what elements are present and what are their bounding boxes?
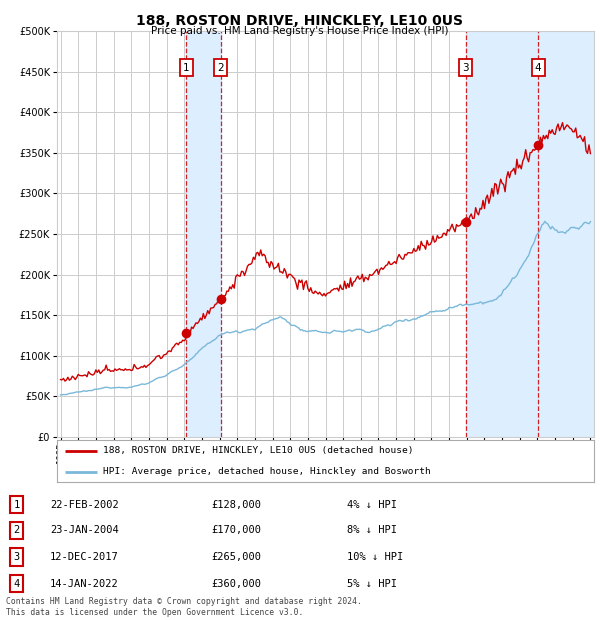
Text: 188, ROSTON DRIVE, HINCKLEY, LE10 0US: 188, ROSTON DRIVE, HINCKLEY, LE10 0US — [137, 14, 464, 28]
Text: This data is licensed under the Open Government Licence v3.0.: This data is licensed under the Open Gov… — [6, 608, 304, 617]
Text: 1: 1 — [13, 500, 20, 510]
Bar — [466, 31, 600, 437]
Text: 2: 2 — [13, 525, 20, 535]
Text: 4: 4 — [535, 63, 541, 73]
Text: Price paid vs. HM Land Registry's House Price Index (HPI): Price paid vs. HM Land Registry's House … — [151, 26, 449, 36]
Text: 10% ↓ HPI: 10% ↓ HPI — [347, 552, 403, 562]
Text: 1: 1 — [183, 63, 190, 73]
Text: £265,000: £265,000 — [212, 552, 262, 562]
Text: 8% ↓ HPI: 8% ↓ HPI — [347, 525, 397, 535]
Text: 23-JAN-2004: 23-JAN-2004 — [50, 525, 119, 535]
Text: 14-JAN-2022: 14-JAN-2022 — [50, 579, 119, 589]
Text: 22-FEB-2002: 22-FEB-2002 — [50, 500, 119, 510]
Text: 3: 3 — [13, 552, 20, 562]
Bar — [187, 31, 221, 437]
Text: 4: 4 — [13, 579, 20, 589]
Text: 3: 3 — [463, 63, 469, 73]
Text: 4% ↓ HPI: 4% ↓ HPI — [347, 500, 397, 510]
Text: £360,000: £360,000 — [212, 579, 262, 589]
Text: HPI: Average price, detached house, Hinckley and Bosworth: HPI: Average price, detached house, Hinc… — [103, 467, 430, 476]
Text: Contains HM Land Registry data © Crown copyright and database right 2024.: Contains HM Land Registry data © Crown c… — [6, 597, 362, 606]
Text: £128,000: £128,000 — [212, 500, 262, 510]
Text: 188, ROSTON DRIVE, HINCKLEY, LE10 0US (detached house): 188, ROSTON DRIVE, HINCKLEY, LE10 0US (d… — [103, 446, 413, 455]
Text: 12-DEC-2017: 12-DEC-2017 — [50, 552, 119, 562]
Text: £170,000: £170,000 — [212, 525, 262, 535]
Text: 2: 2 — [217, 63, 224, 73]
Text: 5% ↓ HPI: 5% ↓ HPI — [347, 579, 397, 589]
